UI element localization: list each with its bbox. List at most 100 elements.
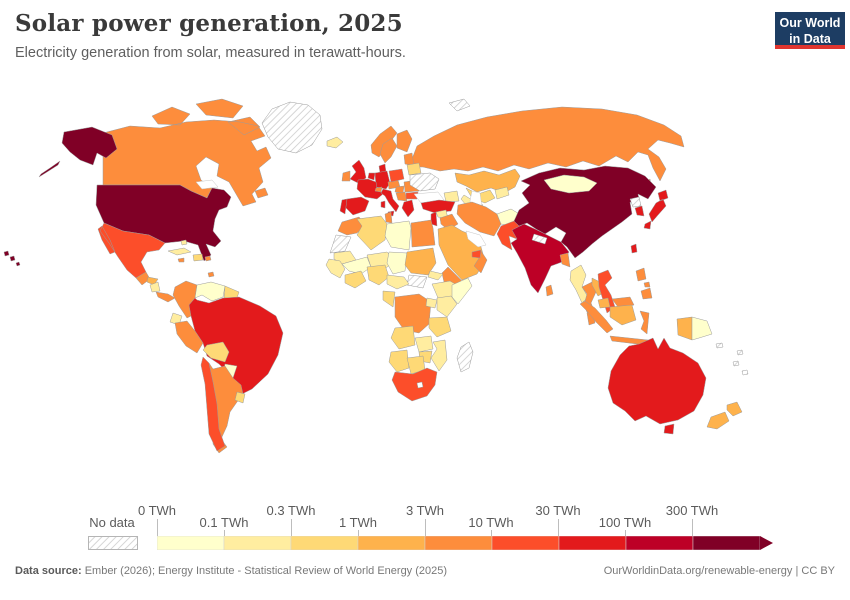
country-benelux[interactable] [367, 172, 376, 181]
country-uae[interactable] [471, 249, 482, 259]
country-bangladesh[interactable] [559, 252, 571, 268]
country-hungary[interactable] [394, 185, 405, 194]
country-kyrgyzstan[interactable] [494, 186, 510, 200]
legend-bin-0[interactable] [157, 536, 225, 550]
country-switzerland[interactable] [374, 186, 383, 193]
country-nigeria[interactable] [366, 264, 390, 286]
country-svalbard[interactable] [448, 98, 471, 112]
country-libya[interactable] [384, 220, 412, 251]
country-poland[interactable] [388, 168, 405, 183]
credit-link[interactable]: OurWorldinData.org/renewable-energy | CC… [603, 565, 835, 577]
country-kazakhstan[interactable] [454, 168, 521, 194]
country-venezuela[interactable] [194, 281, 226, 302]
country-uruguay[interactable] [234, 391, 246, 404]
country-new-zealand[interactable] [706, 401, 743, 430]
legend-bin-3[interactable] [357, 536, 426, 550]
owid-logo[interactable]: Our World in Data [775, 12, 845, 49]
country-iceland[interactable] [326, 136, 344, 149]
country-cambodia[interactable] [597, 297, 611, 309]
country-western-sahara[interactable] [329, 234, 352, 254]
legend-bin-2[interactable] [290, 536, 359, 550]
country-peru[interactable] [174, 320, 204, 354]
country-zambia[interactable] [414, 335, 434, 353]
country-taiwan[interactable] [630, 243, 638, 254]
country-caribbean[interactable] [204, 255, 215, 278]
country-alaska[interactable] [38, 126, 118, 178]
country-papua-new-guinea[interactable] [691, 316, 713, 341]
country-australia[interactable] [607, 337, 707, 435]
country-pacific-islands[interactable] [715, 342, 749, 376]
legend-bin-5[interactable] [491, 536, 560, 550]
country-portugal[interactable] [339, 198, 348, 215]
country-indonesia-east[interactable] [609, 304, 693, 341]
country-drc[interactable] [394, 293, 432, 334]
country-nepal[interactable] [531, 233, 548, 245]
country-italy[interactable] [380, 188, 400, 217]
no-data-swatch[interactable] [88, 536, 138, 550]
country-hispaniola[interactable] [192, 253, 204, 262]
country-jamaica[interactable] [177, 257, 185, 263]
country-spain[interactable] [344, 196, 370, 216]
country-cameroon[interactable] [386, 274, 410, 290]
country-myanmar[interactable] [569, 264, 589, 304]
country-germany[interactable] [374, 170, 391, 190]
legend-bin-4[interactable] [424, 536, 493, 550]
country-lesotho[interactable] [416, 381, 424, 389]
country-kenya[interactable] [436, 295, 458, 318]
country-uganda[interactable] [425, 297, 438, 309]
country-namibia[interactable] [388, 349, 410, 373]
no-data-label: No data [89, 515, 135, 530]
country-belarus[interactable] [406, 162, 422, 176]
country-bolivia[interactable] [202, 341, 230, 363]
country-south-sudan[interactable] [406, 274, 428, 289]
country-greenland[interactable] [261, 101, 323, 154]
country-sweden[interactable] [379, 137, 398, 164]
legend-color-bar[interactable] [157, 536, 774, 550]
country-turkey[interactable] [420, 199, 456, 214]
country-sudan[interactable] [404, 247, 437, 276]
country-angola[interactable] [390, 325, 416, 350]
country-south-africa[interactable] [391, 367, 438, 402]
country-tunisia[interactable] [384, 211, 393, 224]
legend-bin-1[interactable] [223, 536, 292, 550]
country-senegal[interactable] [325, 258, 346, 279]
country-tanzania[interactable] [428, 316, 452, 338]
country-bahamas[interactable] [180, 239, 188, 246]
country-greece[interactable] [401, 199, 415, 218]
country-japan[interactable] [643, 189, 669, 230]
country-sri-lanka[interactable] [545, 284, 554, 297]
country-ireland[interactable] [341, 170, 351, 182]
country-ukraine[interactable] [409, 172, 440, 192]
country-congo[interactable] [382, 290, 396, 308]
country-ghana[interactable] [344, 270, 367, 289]
country-iran[interactable] [456, 201, 502, 237]
country-hawaii[interactable] [3, 250, 21, 267]
country-nicaragua[interactable] [149, 281, 161, 293]
country-chad[interactable] [386, 251, 408, 275]
legend-bin-8[interactable] [692, 536, 761, 550]
legend-tick-line [224, 530, 225, 536]
country-egypt[interactable] [410, 219, 436, 248]
country-canada[interactable] [102, 98, 272, 207]
country-vietnam[interactable] [597, 269, 616, 314]
country-chile[interactable] [200, 356, 226, 452]
legend-bin-6[interactable] [558, 536, 627, 550]
country-caucasus[interactable] [443, 190, 460, 203]
legend-bin-7[interactable] [625, 536, 694, 550]
country-north-korea[interactable] [629, 196, 642, 208]
country-philippines[interactable] [635, 267, 653, 300]
country-balkans[interactable] [395, 191, 408, 202]
country-south-korea[interactable] [634, 205, 645, 217]
country-panama[interactable] [155, 291, 176, 303]
country-mozambique[interactable] [430, 339, 448, 372]
country-india[interactable] [510, 223, 570, 294]
country-cuba[interactable] [167, 247, 192, 256]
country-eritrea[interactable] [427, 270, 444, 281]
country-madagascar[interactable] [456, 341, 474, 373]
country-finland[interactable] [396, 129, 413, 153]
country-algeria[interactable] [356, 215, 388, 251]
country-mexico[interactable] [97, 222, 166, 279]
country-somalia[interactable] [451, 277, 473, 305]
country-china[interactable] [513, 165, 657, 259]
country-mongolia[interactable] [543, 174, 598, 194]
